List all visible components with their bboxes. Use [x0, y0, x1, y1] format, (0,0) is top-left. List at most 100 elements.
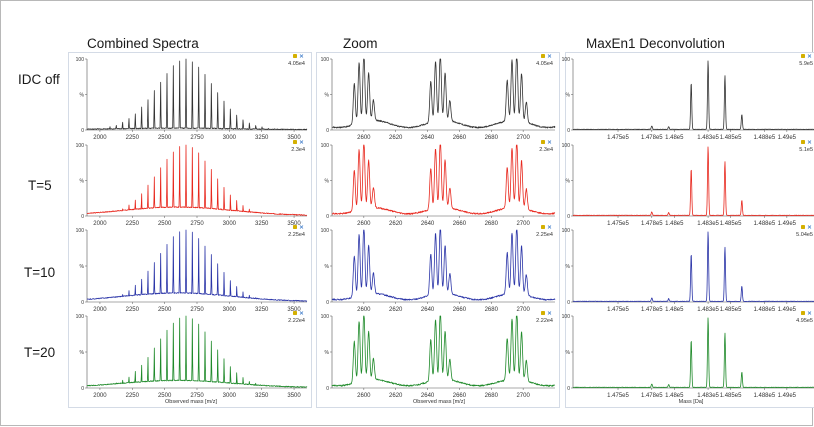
close-icon-b-combined-row1 — [299, 140, 304, 144]
x-axis-title-deconv: Mass [Da] — [678, 399, 704, 405]
x-tick-label-deconv-row0-4: 1.485e5 — [720, 135, 742, 141]
spectrum-line-combined-row1 — [86, 144, 308, 216]
x-tick-label-combined-row3-5: 3250 — [255, 393, 269, 399]
x-tick-label-combined-row2-4: 3000 — [223, 307, 237, 313]
x-tick-label-zoom-row2-3: 2660 — [453, 307, 467, 313]
y-tick-label-zoom-row3-1: % — [325, 350, 330, 356]
x-tick-label-deconv-row0-3: 1.483e5 — [697, 135, 719, 141]
x-tick-label-zoom-row3-3: 2660 — [453, 393, 467, 399]
spectrum-line-deconv-row3 — [572, 317, 814, 388]
close-icon-b-zoom-row1 — [547, 140, 552, 144]
x-tick-label-zoom-row0-5: 2700 — [516, 135, 530, 141]
x-tick-label-deconv-row3-3: 1.483e5 — [697, 393, 719, 399]
y-tick-label-zoom-row2-0: 0 — [326, 300, 329, 306]
y-tick-label-combined-row0-1: % — [80, 93, 85, 99]
x-tick-label-combined-row2-3: 2750 — [190, 307, 204, 313]
max-intensity-label-zoom-row3: 2.22e4 — [536, 318, 553, 324]
plot-icon-deconv-row2 — [801, 225, 805, 229]
y-tick-label-zoom-row1-0: 0 — [326, 214, 329, 220]
spectrum-line-deconv-row2 — [572, 231, 814, 302]
panel-deconv: Mass [Da] — [565, 52, 814, 408]
max-intensity-label-combined-row0: 4.05e4 — [288, 61, 305, 67]
x-tick-label-zoom-row1-2: 2640 — [421, 221, 435, 227]
max-intensity-label-deconv-row3: 4.95e5 — [796, 318, 813, 324]
y-tick-label-combined-row2-2: 100 — [76, 228, 85, 234]
plot-icon-zoom-row1 — [541, 140, 545, 144]
x-tick-label-zoom-row2-5: 2700 — [516, 307, 530, 313]
x-tick-label-combined-row0-5: 3250 — [255, 135, 269, 141]
close-icon-b-zoom-row3 — [547, 311, 552, 315]
y-tick-label-combined-row1-0: 0 — [81, 214, 84, 220]
x-tick-label-zoom-row2-0: 2600 — [357, 307, 371, 313]
x-tick-label-deconv-row3-2: 1.48e5 — [665, 393, 684, 399]
row-label-idc-off: IDC off — [18, 72, 60, 87]
close-icon-b-combined-row3 — [299, 311, 304, 315]
y-tick-label-deconv-row1-2: 100 — [562, 143, 571, 149]
x-tick-label-zoom-row3-4: 2680 — [485, 393, 499, 399]
y-tick-label-combined-row1-2: 100 — [76, 143, 85, 149]
column-title-zoom: Zoom — [343, 36, 378, 51]
y-tick-label-combined-row3-0: 0 — [81, 386, 84, 392]
x-tick-label-zoom-row0-1: 2620 — [389, 135, 403, 141]
close-icon-b-combined-row0 — [299, 54, 304, 58]
x-tick-label-deconv-row3-0: 1.475e5 — [607, 393, 629, 399]
x-tick-label-deconv-row2-1: 1.478e5 — [641, 307, 663, 313]
y-tick-label-combined-row2-1: % — [80, 264, 85, 270]
close-icon-b-deconv-row0 — [807, 54, 812, 58]
plot-icon-combined-row0 — [293, 54, 297, 58]
x-tick-label-zoom-row3-1: 2620 — [389, 393, 403, 399]
spectrum-line-combined-row2 — [86, 229, 308, 302]
y-tick-label-deconv-row2-2: 100 — [562, 228, 571, 234]
x-tick-label-combined-row2-5: 3250 — [255, 307, 269, 313]
x-tick-label-combined-row3-4: 3000 — [223, 393, 237, 399]
spectrum-line-combined-row3 — [86, 315, 308, 388]
plot-icon-combined-row3 — [293, 311, 297, 315]
y-tick-label-deconv-row2-1: % — [566, 264, 571, 270]
panel-combined: Observed mass [m/z] — [68, 52, 312, 408]
x-tick-label-combined-row2-6: 3500 — [287, 307, 301, 313]
x-tick-label-zoom-row1-5: 2700 — [516, 221, 530, 227]
spectrum-line-zoom-row0 — [331, 58, 556, 129]
x-tick-label-deconv-row2-3: 1.483e5 — [697, 307, 719, 313]
x-tick-label-zoom-row1-4: 2680 — [485, 221, 499, 227]
plot-icon-combined-row2 — [293, 225, 297, 229]
y-tick-label-zoom-row2-1: % — [325, 264, 330, 270]
max-intensity-label-zoom-row1: 2.3e4 — [539, 147, 553, 153]
x-tick-label-deconv-row2-2: 1.48e5 — [665, 307, 684, 313]
x-tick-label-deconv-row1-4: 1.485e5 — [720, 221, 742, 227]
x-tick-label-combined-row1-2: 2500 — [158, 221, 172, 227]
x-axis-title-combined: Observed mass [m/z] — [165, 399, 217, 405]
max-intensity-label-zoom-row0: 4.05e4 — [536, 61, 553, 67]
x-tick-label-zoom-row2-4: 2680 — [485, 307, 499, 313]
spectrum-line-zoom-row1 — [331, 144, 556, 215]
close-icon-b-combined-row2 — [299, 225, 304, 229]
x-tick-label-zoom-row0-0: 2600 — [357, 135, 371, 141]
x-tick-label-combined-row0-3: 2750 — [190, 135, 204, 141]
y-tick-label-deconv-row0-1: % — [566, 93, 571, 99]
spectrum-line-combined-row0 — [86, 58, 308, 131]
x-tick-label-combined-row0-6: 3500 — [287, 135, 301, 141]
max-intensity-label-deconv-row1: 5.1e5 — [799, 147, 813, 153]
x-tick-label-deconv-row3-1: 1.478e5 — [641, 393, 663, 399]
plot-icon-zoom-row0 — [541, 54, 545, 58]
x-tick-label-zoom-row3-5: 2700 — [516, 393, 530, 399]
x-tick-label-deconv-row3-4: 1.485e5 — [720, 393, 742, 399]
x-tick-label-deconv-row1-5: 1.488e5 — [753, 221, 775, 227]
x-tick-label-combined-row0-4: 3000 — [223, 135, 237, 141]
row-label-t10: T=10 — [24, 265, 56, 280]
y-tick-label-zoom-row2-2: 100 — [321, 228, 330, 234]
spectrum-line-deconv-row1 — [572, 146, 814, 216]
close-icon-b-zoom-row2 — [547, 225, 552, 229]
x-tick-label-combined-row1-3: 2750 — [190, 221, 204, 227]
x-tick-label-zoom-row2-2: 2640 — [421, 307, 435, 313]
spectrum-line-zoom-row2 — [331, 229, 556, 301]
x-tick-label-deconv-row2-0: 1.475e5 — [607, 307, 629, 313]
x-tick-label-zoom-row3-2: 2640 — [421, 393, 435, 399]
x-tick-label-combined-row0-2: 2500 — [158, 135, 172, 141]
y-tick-label-zoom-row0-2: 100 — [321, 57, 330, 63]
y-tick-label-deconv-row0-2: 100 — [562, 57, 571, 63]
y-tick-label-zoom-row3-2: 100 — [321, 314, 330, 320]
spectrum-line-zoom-row3 — [331, 315, 556, 387]
y-tick-label-zoom-row3-0: 0 — [326, 386, 329, 392]
